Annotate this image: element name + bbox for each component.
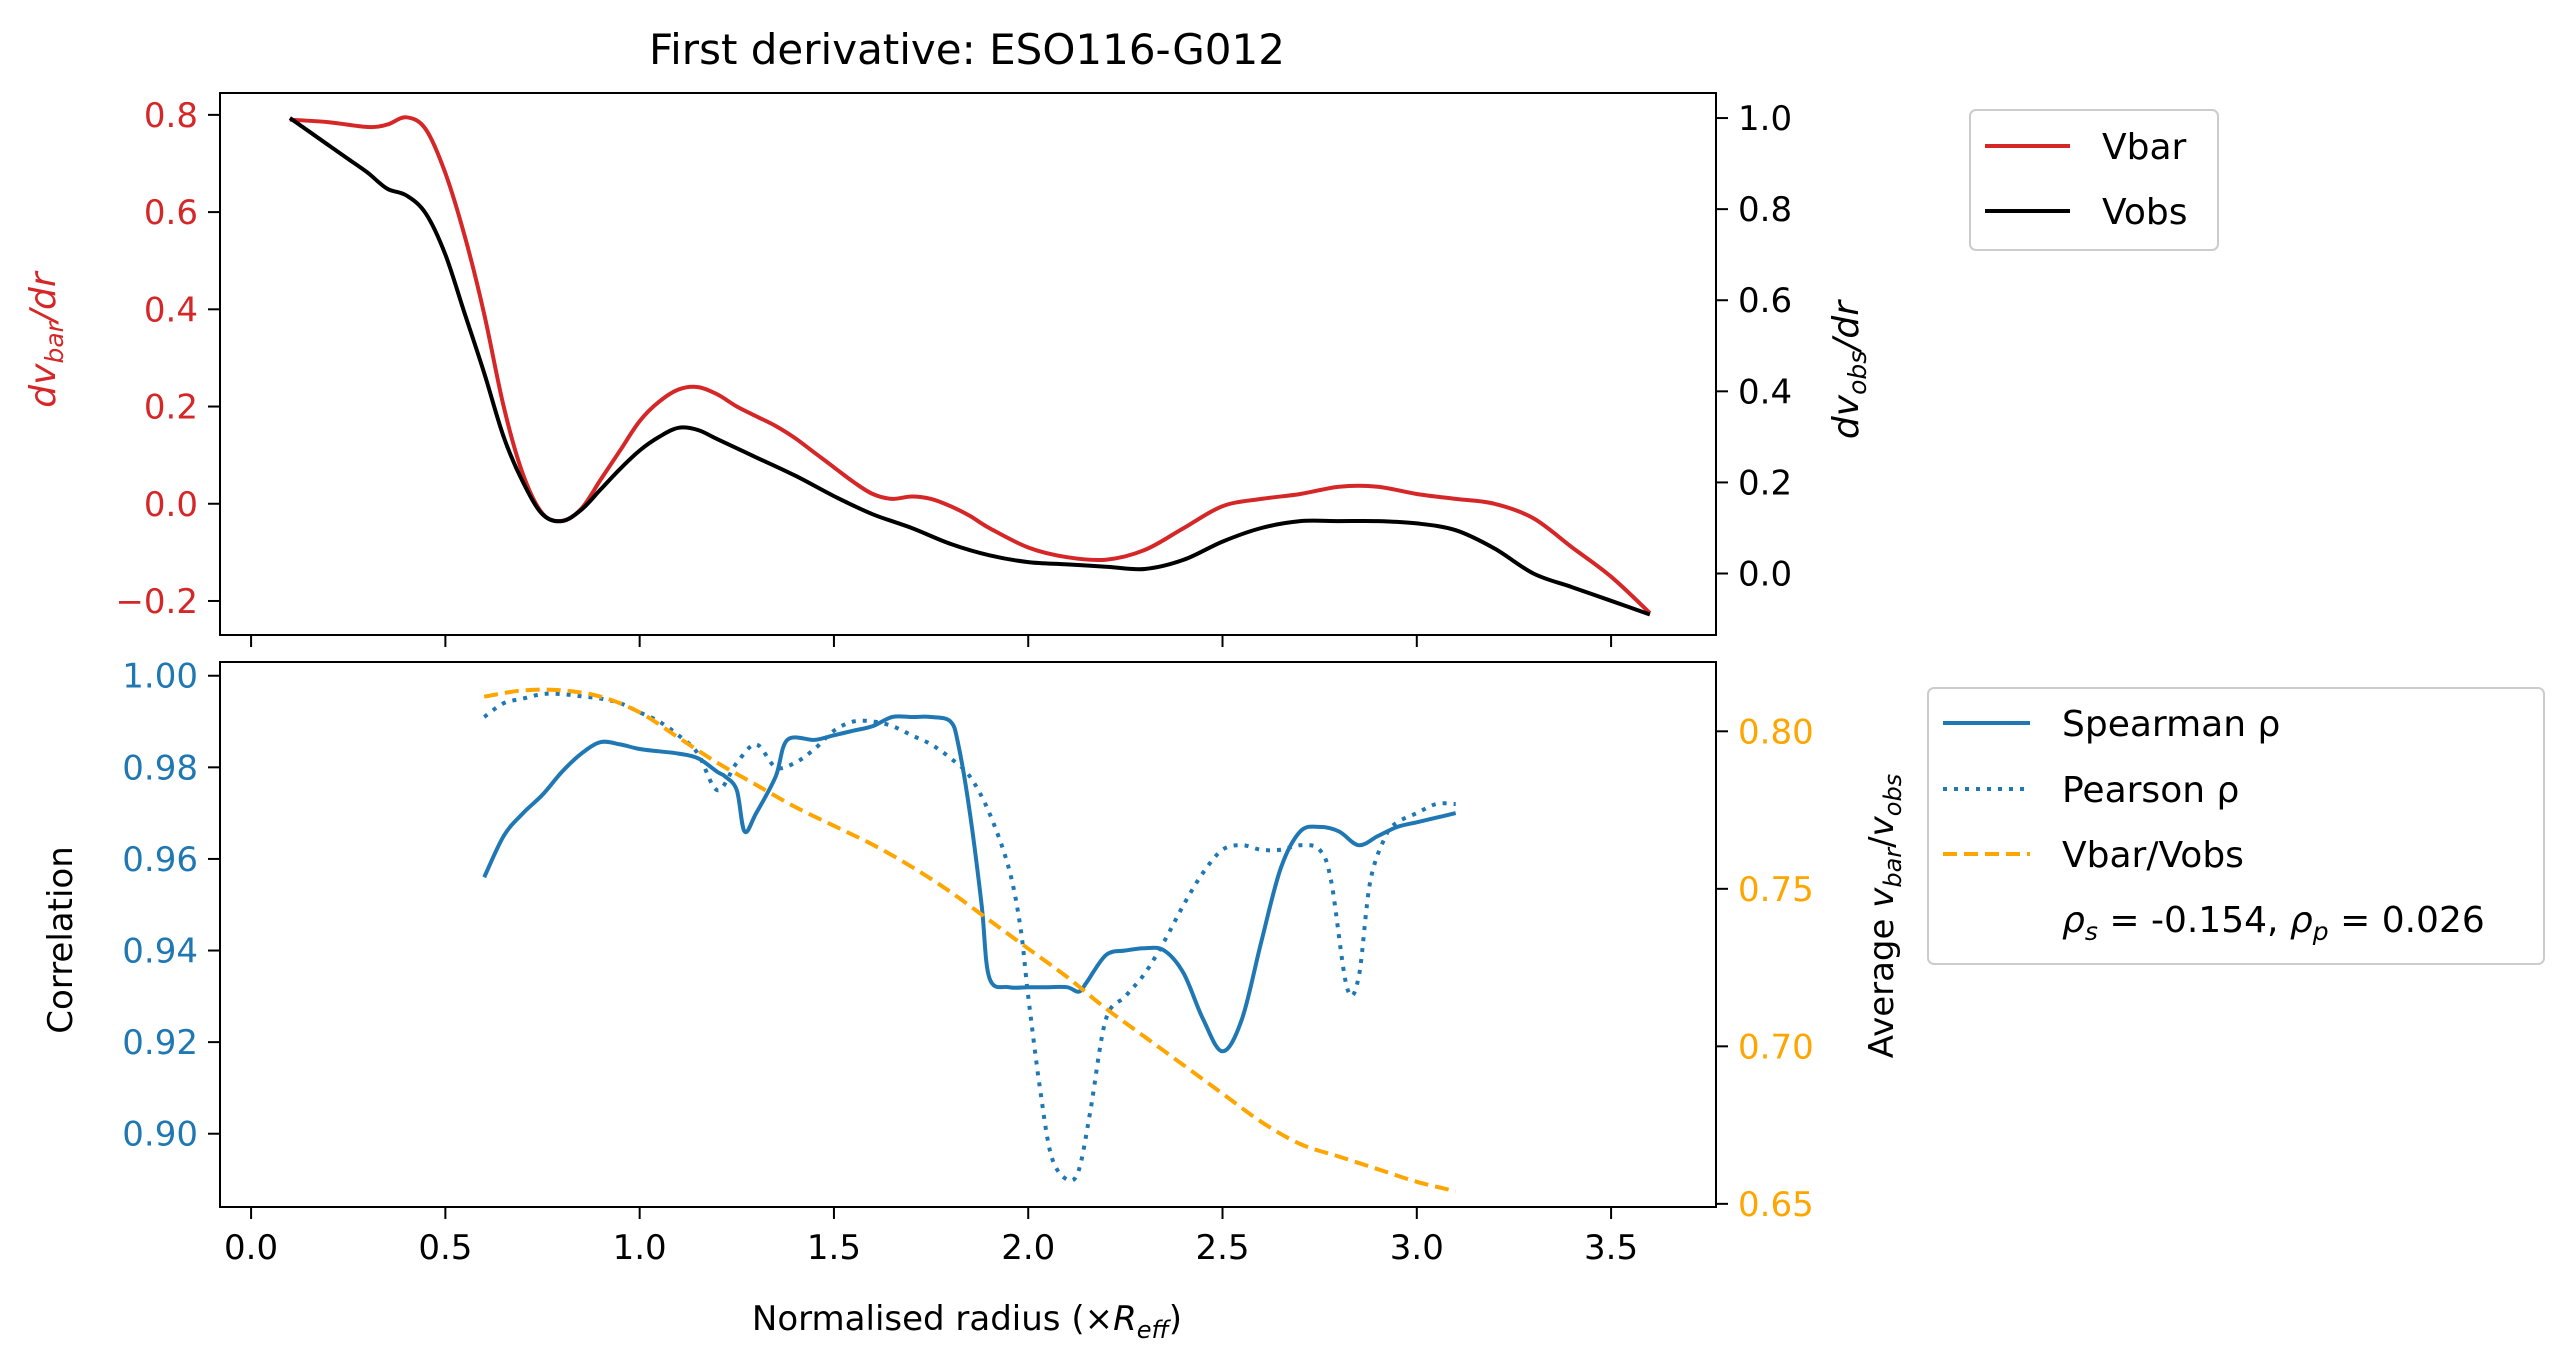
top-left-y-label-base: dv: [23, 363, 64, 408]
rho-s-value: -0.154: [2151, 900, 2267, 941]
top-right-y-label: dvobs/dr: [1826, 299, 1872, 439]
legend-rho-annotation: ρs = -0.154, ρp = 0.026: [2062, 900, 2485, 946]
bottom-legend: Spearman ρ Pearson ρ Vbar/Vobs ρs = -0.1…: [1927, 687, 2545, 965]
legend-vbar-label: Vbar: [2102, 127, 2187, 168]
bottom-left-y-tick-label: 0.98: [122, 748, 198, 788]
top-right-y-tick-label: 0.0: [1738, 555, 1792, 595]
bottom-x-label-base: Normalised radius (×: [752, 1299, 1113, 1339]
bottom-left-y-tick-label: 0.94: [122, 932, 198, 972]
bottom-right-y-label: Average vbar/vobs: [1862, 774, 1907, 1058]
bottom-x-tick-label: 1.0: [613, 1228, 667, 1268]
legend-ratio-label: Vbar/Vobs: [2062, 835, 2244, 876]
bottom-right-y-tick-label: 0.65: [1738, 1185, 1814, 1225]
vobs-line: [288, 116, 1651, 617]
top-right-y-label-base: dv: [1826, 394, 1867, 439]
top-right-y-label-sub: obs: [1843, 351, 1872, 395]
bottom-left-y-tick-label: 0.90: [122, 1115, 198, 1155]
bottom-x-tick-label: 0.5: [418, 1228, 472, 1268]
bottom-right-y-label-v2: v: [1862, 815, 1902, 836]
pearson-line: [483, 691, 1456, 1183]
bottom-x-label-italic: R: [1113, 1299, 1137, 1339]
chart-title: First derivative: ESO116-G012: [649, 25, 1285, 74]
top-right-y-tick-label: 0.6: [1738, 281, 1792, 321]
top-left-y-tick-label: 0.8: [144, 96, 198, 136]
top-left-y-ticks: −0.2 0.0 0.2 0.4 0.6 0.8: [115, 96, 220, 622]
bottom-right-y-ticks: 0.65 0.70 0.75 0.80: [1716, 712, 1814, 1225]
bottom-x-tick-label: 1.5: [807, 1228, 861, 1268]
top-right-y-label-tail: /dr: [1826, 299, 1867, 354]
bottom-right-y-label-mid: /: [1862, 836, 1902, 848]
bottom-x-tick-label: 2.0: [1001, 1228, 1055, 1268]
bottom-plot-frame: [219, 661, 1717, 1208]
bottom-x-tick-label: 3.5: [1584, 1228, 1638, 1268]
ratio-line: [483, 687, 1457, 1194]
top-left-y-tick-label: 0.4: [144, 290, 198, 330]
top-legend: Vbar Vobs: [1969, 109, 2219, 251]
bottom-legend-frame: [1927, 687, 2545, 965]
top-plot-frame: [219, 92, 1717, 636]
bottom-right-y-tick-label: 0.75: [1738, 870, 1814, 910]
bottom-x-label: Normalised radius (×Reff): [752, 1299, 1182, 1344]
top-right-y-ticks: 0.0 0.2 0.4 0.6 0.8 1.0: [1716, 99, 1792, 595]
top-right-y-tick-label: 0.8: [1738, 190, 1792, 230]
legend-pearson-label: Pearson ρ: [2062, 770, 2239, 811]
legend-spearman-label: Spearman ρ: [2062, 704, 2280, 745]
top-series-lines: [288, 115, 1652, 617]
bottom-x-tick-label: 3.0: [1390, 1228, 1444, 1268]
bottom-right-y-label-sub2: obs: [1879, 774, 1907, 816]
bottom-x-tick-label: 0.0: [224, 1228, 278, 1268]
top-right-y-tick-label: 1.0: [1738, 99, 1792, 139]
bottom-series-lines: [482, 687, 1457, 1194]
spearman-line: [482, 714, 1457, 1054]
top-left-y-tick-label: 0.2: [144, 388, 198, 428]
bottom-panel: 0.0 0.5 1.0 1.5 2.0 2.5 3.0 3.5 0.900.920.940.9…: [41, 657, 1907, 1344]
bottom-x-label-sub: eff: [1137, 1316, 1172, 1344]
bottom-x-ticks: 0.0 0.5 1.0 1.5 2.0 2.5 3.0 3.5: [224, 1207, 1638, 1268]
bottom-x-tick-label: 2.5: [1195, 1228, 1249, 1268]
top-left-y-tick-label: −0.2: [115, 582, 198, 622]
bottom-right-y-tick-label: 0.80: [1738, 712, 1814, 752]
bottom-left-y-tick-label: 1.00: [122, 657, 198, 697]
top-left-y-label-tail: /dr: [23, 270, 64, 325]
bottom-right-y-label-base: Average: [1862, 908, 1902, 1058]
top-right-y-tick-label: 0.4: [1738, 372, 1792, 412]
top-panel: −0.2 0.0 0.2 0.4 0.6 0.8 0.0 0.2 0.4 0.6 0.8 1.0 d…: [23, 92, 1872, 647]
vbar-line: [289, 115, 1652, 615]
top-left-y-tick-label: 0.0: [144, 485, 198, 525]
top-left-y-tick-label: 0.6: [144, 193, 198, 233]
rho-p-value: 0.026: [2382, 900, 2485, 941]
top-right-y-tick-label: 0.2: [1738, 463, 1792, 503]
bottom-left-y-tick-label: 0.92: [122, 1023, 198, 1063]
bottom-left-y-label: Correlation: [41, 846, 81, 1033]
bottom-right-y-tick-label: 0.70: [1738, 1027, 1814, 1067]
bottom-left-y-ticks: 0.90 0.92 0.94 0.96 0.98 1.00: [122, 657, 220, 1155]
top-left-y-label: dvbar/dr: [23, 270, 69, 408]
bottom-x-label-tail: ): [1169, 1299, 1182, 1339]
bottom-right-y-label-v1: v: [1862, 887, 1902, 908]
bottom-left-y-tick-label: 0.96: [122, 840, 198, 880]
top-x-ticks: [250, 635, 1613, 647]
bottom-right-y-label-sub1: bar: [1879, 846, 1907, 888]
top-left-y-label-sub: bar: [40, 320, 69, 363]
legend-vobs-label: Vobs: [2102, 192, 2187, 233]
